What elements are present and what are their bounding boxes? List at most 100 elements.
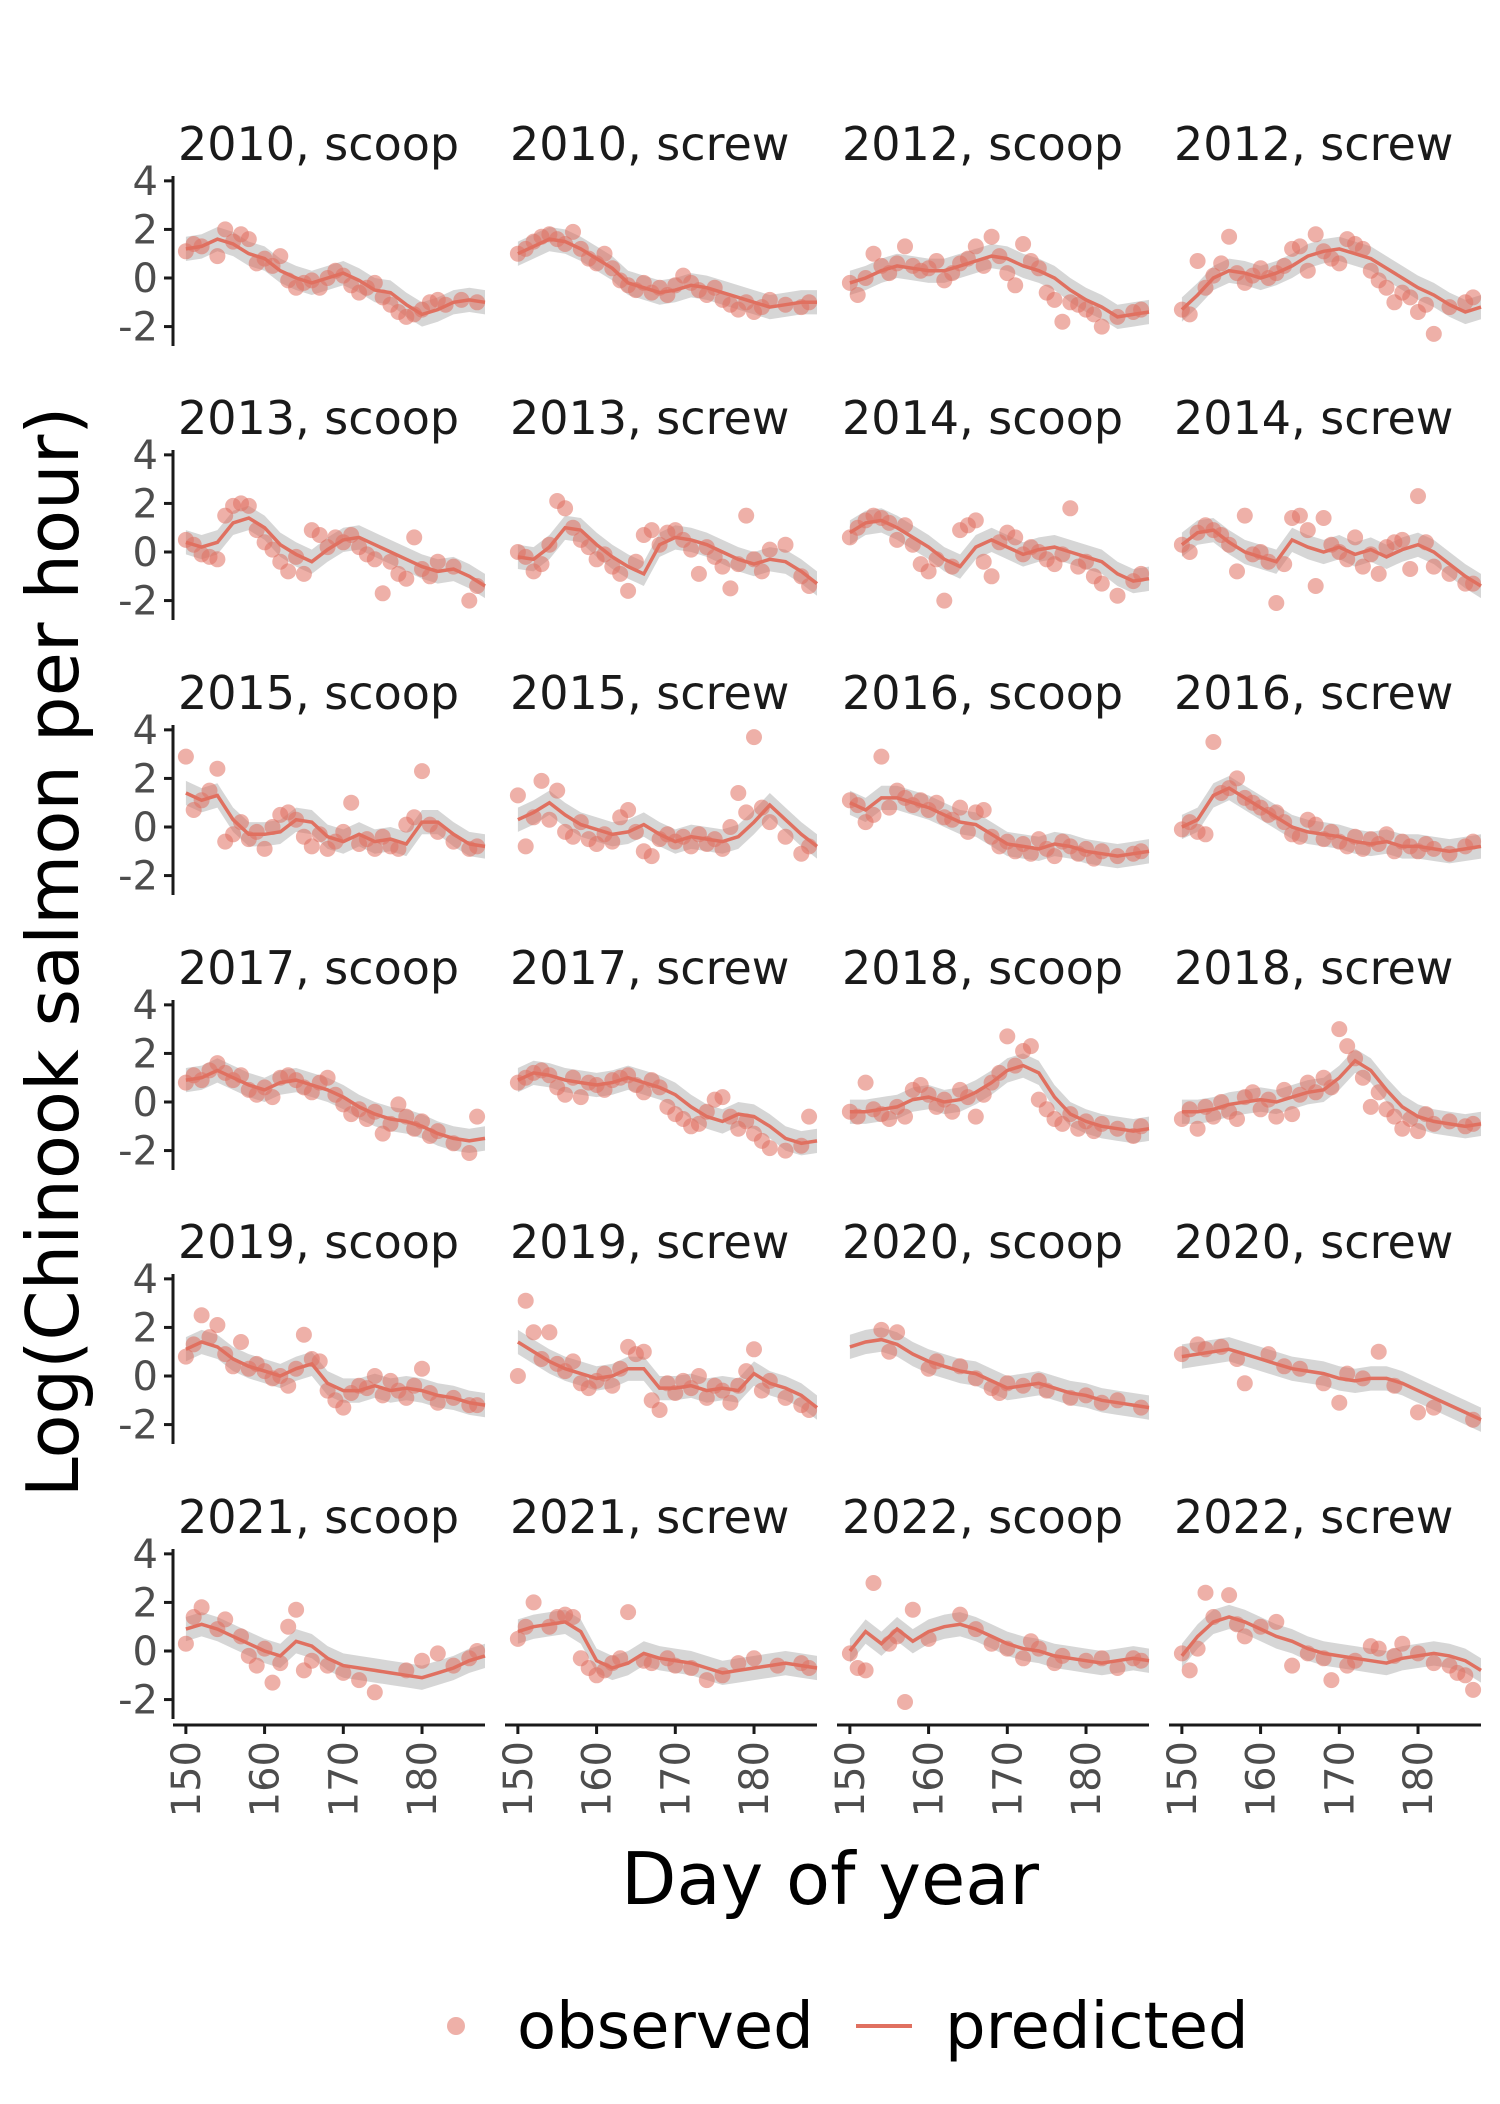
observed-point [1189,253,1206,269]
observed-point [366,1684,383,1701]
observed-point [1394,531,1411,548]
observed-point [1189,1640,1206,1657]
y-tick-label: 4 [133,433,158,479]
observed-point [1465,289,1482,306]
observed-point [1394,1635,1411,1652]
y-tick-label: 0 [133,1354,158,1400]
observed-point [651,1402,668,1418]
observed-point [374,585,391,602]
observed-point [1362,1098,1379,1115]
observed-point [746,729,762,746]
predicted-line [185,1068,486,1143]
observed-point [1181,1101,1198,1118]
observed-point [1229,1351,1245,1367]
observed-point [604,1377,621,1394]
y-tick-label: 0 [133,530,158,576]
observed-point [201,1329,218,1346]
observed-point [272,248,289,265]
observed-point [635,1343,652,1360]
observed-point [967,238,984,255]
x-tick-label: 150 [496,1741,542,1817]
observed-point [1402,289,1419,306]
observed-point [1291,828,1308,845]
predicted-line [849,1063,1150,1133]
y-tick-label: 4 [133,1532,158,1578]
observed-point [1244,1084,1261,1101]
panel-title: 2014, scoop [842,391,1123,445]
legend: observed predicted [447,1990,1249,2064]
observed-point [421,568,438,585]
observed-point [928,794,945,811]
x-tick-label: 150 [828,1741,874,1817]
observed-point [1315,1375,1332,1392]
observed-point [366,551,383,568]
panel-title: 2017, scoop [178,941,459,995]
observed-point [761,541,778,558]
panel-2018-scoop: 2018, scoop [841,941,1150,1144]
observed-point [209,551,226,568]
observed-point [904,1601,921,1618]
observed-point [1378,826,1395,843]
panel-2015-screw: 2015, screw [509,666,819,865]
y-tick-label: 2 [133,1580,158,1626]
observed-point [873,748,890,765]
x-tick-label: 150 [164,1741,210,1817]
observed-point [1221,1587,1238,1604]
observed-point [1410,1123,1426,1140]
observed-point [233,1334,249,1350]
predicted-line [516,1340,819,1409]
observed-point [936,592,953,609]
observed-point [714,840,731,857]
observed-point [1229,563,1245,580]
observed-point [1339,1038,1356,1055]
panel-2016-screw: 2016, screw [1173,666,1482,864]
panel-2017-screw: 2017, screw [509,941,818,1159]
observed-point [920,563,937,580]
confidence-band [517,515,817,596]
observed-point [1236,1375,1253,1392]
observed-point [730,1655,747,1672]
observed-point [209,248,226,265]
observed-point [1465,1681,1482,1698]
observed-point [761,291,778,308]
observed-point [1173,1346,1190,1363]
observed-point [248,1657,265,1674]
observed-point [366,840,383,857]
observed-point [225,826,242,843]
observed-point [722,580,739,597]
y-tick-label: 2 [133,1031,158,1077]
observed-point [1189,1120,1206,1137]
panel-2010-scoop: 2010, scoop 420-2 [118,117,486,351]
panel-title: 2012, screw [1174,117,1453,171]
x-tick-label: 170 [1317,1741,1363,1817]
predicted-line [848,1622,1150,1665]
observed-point [256,840,273,857]
panel-2012-screw: 2012, screw [1173,117,1482,342]
panel-title: 2010, scoop [178,117,459,171]
observed-point [429,1394,446,1411]
y-tick-label: 4 [133,159,158,205]
observed-point [897,1108,913,1125]
x-tick-label: 180 [1064,1741,1110,1817]
observed-point [1370,1343,1387,1360]
panel-2015-scoop: 2015, scoop 420-2 [118,666,486,900]
observed-point [944,1103,961,1120]
observed-point [1354,240,1371,257]
predicted-line [1180,1615,1482,1672]
observed-point [1015,236,1032,252]
observed-point [1323,1672,1340,1689]
observed-point [533,772,550,789]
observed-point [240,497,257,514]
observed-point [865,1575,882,1591]
observed-point [777,536,794,553]
observed-point [620,582,637,599]
predicted-line [1180,247,1482,314]
observed-point [217,1611,234,1628]
observed-point [604,833,621,850]
predicted-line [848,518,1150,583]
panel-title: 2012, scoop [842,117,1123,171]
y-tick-label: 0 [133,805,158,851]
observed-point [1221,228,1238,245]
y-tick-label: 4 [133,1257,158,1303]
